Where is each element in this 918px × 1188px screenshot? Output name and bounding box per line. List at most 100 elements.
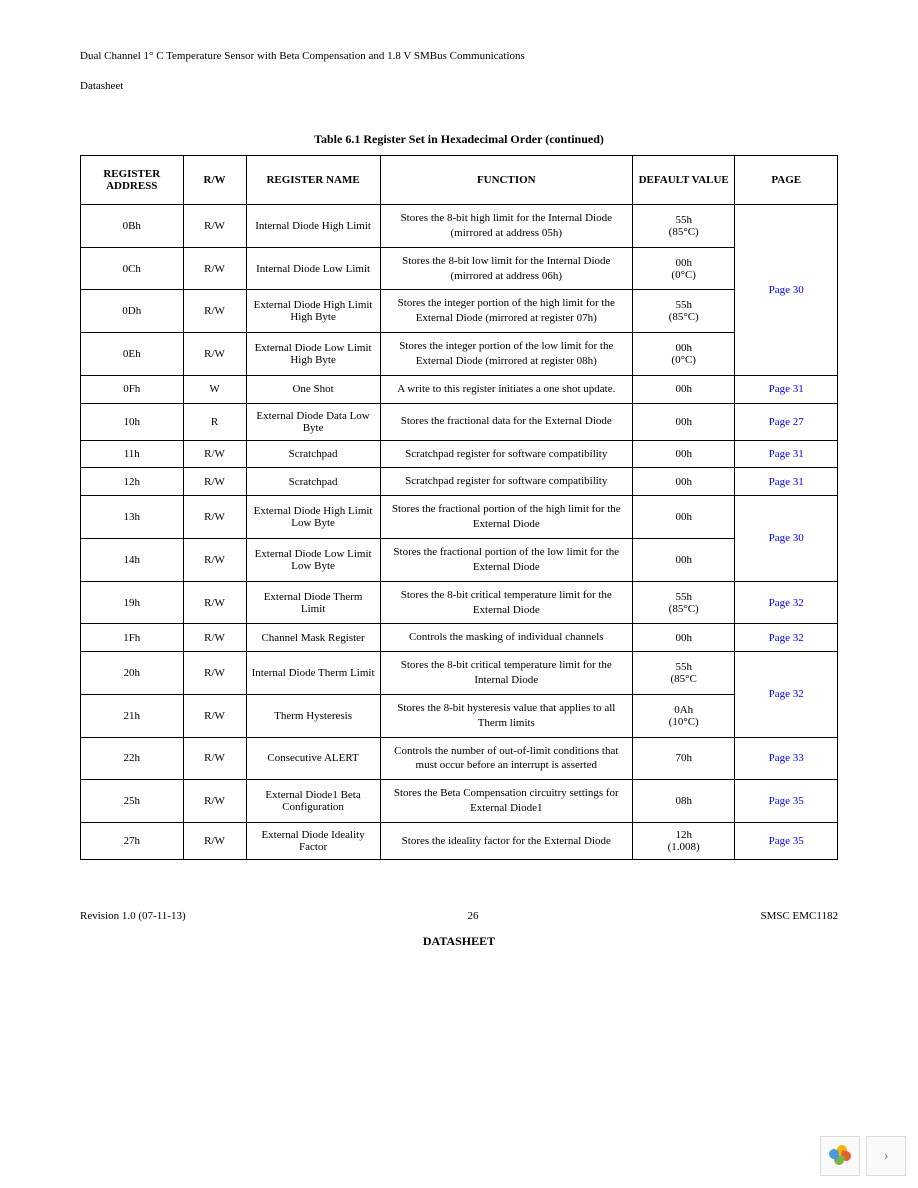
table-body: 0BhR/WInternal Diode High LimitStores th… — [81, 205, 838, 860]
cell-rw: R/W — [183, 780, 246, 823]
doc-title: Dual Channel 1° C Temperature Sensor wit… — [80, 50, 838, 62]
cell-default: 00h — [632, 624, 735, 652]
page-link[interactable]: Page 35 — [769, 835, 804, 847]
cell-address: 14h — [81, 538, 184, 581]
table-row: 14hR/WExternal Diode Low Limit Low ByteS… — [81, 538, 838, 581]
page-link[interactable]: Page 32 — [769, 688, 804, 700]
cell-name: External Diode Ideality Factor — [246, 822, 380, 859]
cell-rw: R/W — [183, 624, 246, 652]
cell-page: Page 31 — [735, 468, 838, 496]
cell-page: Page 32 — [735, 581, 838, 624]
cell-rw: R/W — [183, 694, 246, 737]
cell-function: Stores the integer portion of the high l… — [380, 290, 632, 333]
page-link[interactable]: Page 27 — [769, 416, 804, 428]
cell-function: Stores the integer portion of the low li… — [380, 333, 632, 376]
cell-name: Consecutive ALERT — [246, 737, 380, 780]
chevron-right-icon[interactable]: › — [866, 1136, 906, 1176]
cell-name: External Diode1 Beta Configuration — [246, 780, 380, 823]
cell-name: Scratchpad — [246, 440, 380, 468]
cell-function: Stores the fractional data for the Exter… — [380, 403, 632, 440]
cell-function: Stores the fractional portion of the low… — [380, 538, 632, 581]
cell-default: 0Ah (10°C) — [632, 694, 735, 737]
cell-page: Page 32 — [735, 624, 838, 652]
cell-default: 00h — [632, 375, 735, 403]
col-function: FUNCTION — [380, 156, 632, 205]
cell-rw: R/W — [183, 440, 246, 468]
page-link[interactable]: Page 30 — [769, 532, 804, 544]
register-table: REGISTER ADDRESS R/W REGISTER NAME FUNCT… — [80, 155, 838, 860]
cell-function: Controls the number of out-of-limit cond… — [380, 737, 632, 780]
cell-function: Stores the 8-bit critical temperature li… — [380, 652, 632, 695]
doc-subtitle: Datasheet — [80, 80, 838, 92]
cell-default: 12h (1.008) — [632, 822, 735, 859]
table-row: 1FhR/WChannel Mask RegisterControls the … — [81, 624, 838, 652]
page-link[interactable]: Page 35 — [769, 795, 804, 807]
cell-address: 12h — [81, 468, 184, 496]
cell-default: 55h (85°C) — [632, 205, 735, 248]
cell-rw: R — [183, 403, 246, 440]
cell-page: Page 30 — [735, 496, 838, 581]
footer-part-number: SMSC EMC1182 — [760, 910, 838, 922]
cell-rw: R/W — [183, 333, 246, 376]
cell-address: 20h — [81, 652, 184, 695]
table-row: 0BhR/WInternal Diode High LimitStores th… — [81, 205, 838, 248]
cell-default: 00h (0°C) — [632, 247, 735, 290]
cell-name: External Diode High Limit Low Byte — [246, 496, 380, 539]
col-page: PAGE — [735, 156, 838, 205]
cell-address: 1Fh — [81, 624, 184, 652]
cell-address: 19h — [81, 581, 184, 624]
logo-icon[interactable] — [820, 1136, 860, 1176]
cell-function: Scratchpad register for software compati… — [380, 468, 632, 496]
cell-function: Stores the 8-bit low limit for the Inter… — [380, 247, 632, 290]
cell-rw: R/W — [183, 581, 246, 624]
cell-address: 21h — [81, 694, 184, 737]
cell-address: 22h — [81, 737, 184, 780]
table-row: 0ChR/WInternal Diode Low LimitStores the… — [81, 247, 838, 290]
page-link[interactable]: Page 33 — [769, 752, 804, 764]
cell-function: Stores the 8-bit high limit for the Inte… — [380, 205, 632, 248]
cell-name: Internal Diode Low Limit — [246, 247, 380, 290]
cell-rw: R/W — [183, 822, 246, 859]
table-row: 10hRExternal Diode Data Low ByteStores t… — [81, 403, 838, 440]
table-row: 12hR/WScratchpadScratchpad register for … — [81, 468, 838, 496]
cell-name: Scratchpad — [246, 468, 380, 496]
page-link[interactable]: Page 31 — [769, 383, 804, 395]
cell-page: Page 30 — [735, 205, 838, 376]
cell-name: Channel Mask Register — [246, 624, 380, 652]
cell-name: Internal Diode Therm Limit — [246, 652, 380, 695]
col-default-value: DEFAULT VALUE — [632, 156, 735, 205]
cell-address: 25h — [81, 780, 184, 823]
cell-name: External Diode Low Limit Low Byte — [246, 538, 380, 581]
cell-default: 00h — [632, 468, 735, 496]
cell-default: 00h — [632, 538, 735, 581]
cell-default: 55h (85°C) — [632, 290, 735, 333]
table-row: 20hR/WInternal Diode Therm LimitStores t… — [81, 652, 838, 695]
cell-address: 11h — [81, 440, 184, 468]
cell-function: Stores the 8-bit critical temperature li… — [380, 581, 632, 624]
cell-address: 10h — [81, 403, 184, 440]
page-link[interactable]: Page 31 — [769, 448, 804, 460]
cell-name: Therm Hysteresis — [246, 694, 380, 737]
cell-page: Page 27 — [735, 403, 838, 440]
table-row: 0FhWOne ShotA write to this register ini… — [81, 375, 838, 403]
page-link[interactable]: Page 32 — [769, 597, 804, 609]
cell-default: 55h (85°C — [632, 652, 735, 695]
page-link[interactable]: Page 30 — [769, 284, 804, 296]
table-row: 22hR/WConsecutive ALERTControls the numb… — [81, 737, 838, 780]
datasheet-page: Dual Channel 1° C Temperature Sensor wit… — [0, 0, 918, 969]
page-link[interactable]: Page 32 — [769, 632, 804, 644]
table-row: 25hR/WExternal Diode1 Beta Configuration… — [81, 780, 838, 823]
cell-address: 0Eh — [81, 333, 184, 376]
cell-name: External Diode Data Low Byte — [246, 403, 380, 440]
cell-default: 00h — [632, 440, 735, 468]
cell-address: 0Bh — [81, 205, 184, 248]
cell-name: External Diode Therm Limit — [246, 581, 380, 624]
table-row: 19hR/WExternal Diode Therm LimitStores t… — [81, 581, 838, 624]
cell-rw: W — [183, 375, 246, 403]
cell-address: 13h — [81, 496, 184, 539]
page-link[interactable]: Page 31 — [769, 476, 804, 488]
table-row: 0DhR/WExternal Diode High Limit High Byt… — [81, 290, 838, 333]
col-register-name: REGISTER NAME — [246, 156, 380, 205]
cell-page: Page 31 — [735, 375, 838, 403]
cell-function: Scratchpad register for software compati… — [380, 440, 632, 468]
